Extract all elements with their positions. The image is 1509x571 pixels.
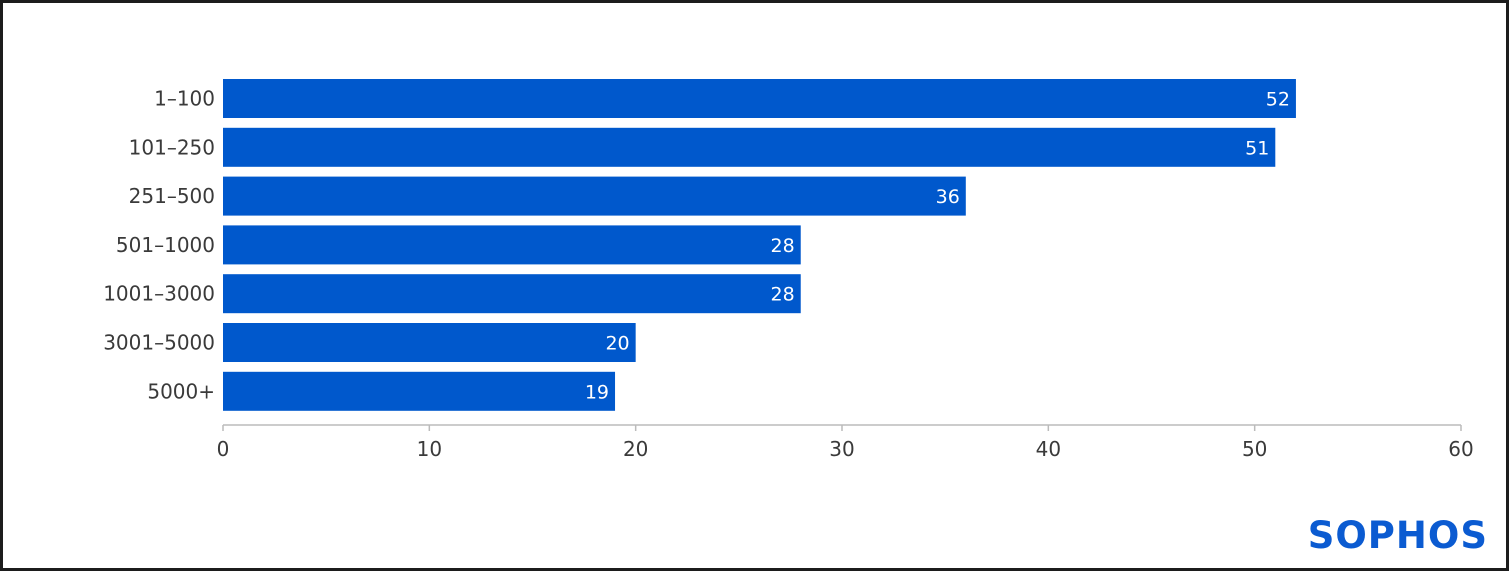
bar-chart: 1–100 52 101–250 51 251–500 36 501–1000 28 1001–… xyxy=(103,79,1474,461)
bar xyxy=(223,127,1276,167)
value-label: 20 xyxy=(605,333,629,355)
x-tick-label: 50 xyxy=(1242,437,1267,461)
category-label: 101–250 xyxy=(129,135,215,159)
category-label: 5000+ xyxy=(147,379,215,403)
value-label: 52 xyxy=(1266,89,1290,111)
x-tick-label: 20 xyxy=(623,437,648,461)
x-tick-label: 60 xyxy=(1448,437,1473,461)
category-label: 1001–3000 xyxy=(103,282,215,306)
bar xyxy=(223,176,966,216)
category-label: 251–500 xyxy=(129,184,215,208)
x-tick-label: 0 xyxy=(217,437,230,461)
value-label: 28 xyxy=(771,235,795,257)
category-label: 3001–5000 xyxy=(103,331,215,355)
value-label: 36 xyxy=(936,186,960,208)
bar xyxy=(223,371,616,411)
sophos-logo: SOPHOS xyxy=(1307,514,1488,557)
category-label: 1–100 xyxy=(154,87,215,111)
bar xyxy=(223,274,801,314)
value-label: 19 xyxy=(585,381,609,403)
bar xyxy=(223,79,1296,118)
x-tick-label: 10 xyxy=(417,437,442,461)
bar xyxy=(223,225,801,265)
bar xyxy=(223,323,636,362)
x-tick-label: 30 xyxy=(829,437,854,461)
category-label: 501–1000 xyxy=(116,233,215,257)
value-label: 28 xyxy=(771,284,795,306)
value-label: 51 xyxy=(1245,137,1269,159)
x-tick-label: 40 xyxy=(1036,437,1061,461)
